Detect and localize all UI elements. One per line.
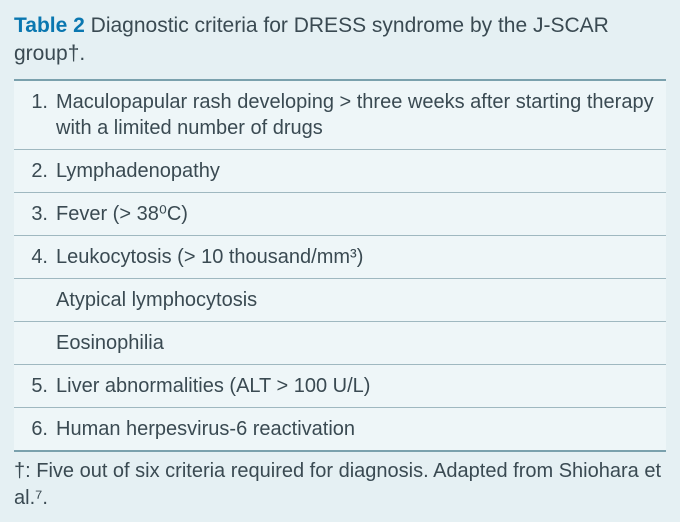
row-number bbox=[14, 321, 56, 364]
table-row: 2. Lymphadenopathy bbox=[14, 149, 666, 192]
row-number: 1. bbox=[14, 80, 56, 150]
table-caption-text: Diagnostic criteria for DRESS syndrome b… bbox=[14, 14, 609, 65]
table-row: 6. Human herpesvirus-6 reactivation bbox=[14, 407, 666, 451]
row-text: Eosinophilia bbox=[56, 321, 666, 364]
row-number: 3. bbox=[14, 192, 56, 235]
row-text: Liver abnormalities (ALT > 100 U/L) bbox=[56, 364, 666, 407]
row-text: Lymphadenopathy bbox=[56, 149, 666, 192]
row-text: Human herpesvirus-6 reactivation bbox=[56, 407, 666, 451]
row-number: 5. bbox=[14, 364, 56, 407]
row-text: Leukocytosis (> 10 thousand/mm³) bbox=[56, 235, 666, 278]
table-label: Table 2 bbox=[14, 14, 85, 37]
row-number: 4. bbox=[14, 235, 56, 278]
table-row: 4. Leukocytosis (> 10 thousand/mm³) bbox=[14, 235, 666, 278]
row-number: 2. bbox=[14, 149, 56, 192]
row-text: Fever (> 38⁰C) bbox=[56, 192, 666, 235]
row-text: Maculopapular rash developing > three we… bbox=[56, 80, 666, 150]
table-row: Eosinophilia bbox=[14, 321, 666, 364]
criteria-table: 1. Maculopapular rash developing > three… bbox=[14, 79, 666, 452]
table-row: Atypical lymphocytosis bbox=[14, 278, 666, 321]
criteria-tbody: 1. Maculopapular rash developing > three… bbox=[14, 80, 666, 451]
table-row: 5. Liver abnormalities (ALT > 100 U/L) bbox=[14, 364, 666, 407]
table-caption: Table 2 Diagnostic criteria for DRESS sy… bbox=[14, 12, 666, 69]
row-text: Atypical lymphocytosis bbox=[56, 278, 666, 321]
table-row: 3. Fever (> 38⁰C) bbox=[14, 192, 666, 235]
row-number bbox=[14, 278, 56, 321]
table-row: 1. Maculopapular rash developing > three… bbox=[14, 80, 666, 150]
row-number: 6. bbox=[14, 407, 56, 451]
table-footnote: †: Five out of six criteria required for… bbox=[14, 458, 666, 512]
